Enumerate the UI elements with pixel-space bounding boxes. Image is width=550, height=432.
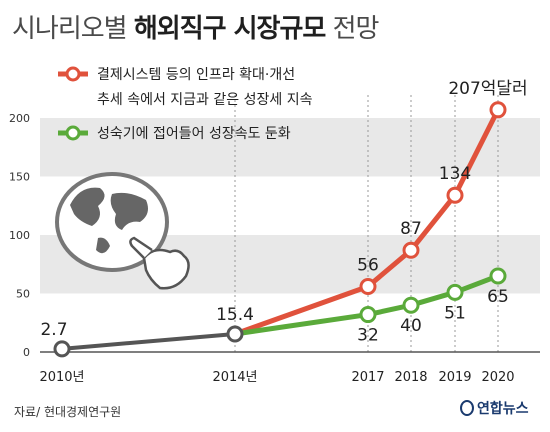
globe-continent-a	[70, 187, 105, 226]
data-label-s0-2017: 56	[357, 255, 379, 275]
legend-swatch-dot-0	[65, 66, 81, 82]
x-tick-label-2017: 2017	[351, 370, 384, 385]
point-s0-2019	[446, 186, 464, 204]
y-tick-label-50: 50	[16, 288, 30, 301]
yonhap-logo: 연합뉴스	[460, 398, 529, 418]
data-label-s1-2017: 32	[357, 326, 379, 346]
globe-continent-c	[96, 237, 110, 254]
title-part-market: 해외직구 시장규모	[133, 14, 326, 44]
x-tick-label-2018: 2018	[394, 370, 427, 385]
point-s1-2019	[446, 283, 464, 301]
series-points	[53, 101, 507, 358]
y-tick-label-100: 100	[9, 229, 30, 242]
legend-label-1-0: 성숙기에 접어들어 성장속도 둔화	[97, 126, 291, 142]
data-label-s1-2019: 51	[444, 303, 466, 323]
globe-with-pointing-hand-icon	[55, 172, 190, 290]
y-tick-label-0: 0	[23, 346, 30, 359]
point-s1-2020	[489, 267, 507, 285]
yonhap-logo-text: 연합뉴스	[477, 401, 529, 417]
data-label-shared-2014: 15.4	[216, 305, 254, 325]
data-label-s0-2020: 207억달러	[448, 79, 527, 99]
legend-swatch-dot-1	[65, 125, 81, 141]
point-s0-2018	[402, 241, 420, 259]
globe-continent-b	[110, 192, 148, 230]
x-tick-label-2010: 2010년	[39, 370, 84, 385]
band-1	[40, 118, 540, 177]
data-label-s1-2018: 40	[400, 316, 422, 336]
data-label-s0-2019: 134	[439, 164, 471, 184]
data-label-s0-2018: 87	[400, 219, 422, 239]
pointing-hand-finger	[129, 236, 153, 259]
chart-title: 시나리오별 해외직구 시장규모 전망	[12, 8, 380, 45]
background-bands	[40, 118, 540, 294]
data-label-s1-2020: 65	[487, 287, 509, 307]
x-tick-label-2014: 2014년	[212, 370, 257, 385]
data-labels: 2.7 15.4 56 87 134 207억달러 32 40 51 65	[40, 79, 527, 346]
point-s1-2017	[359, 306, 377, 324]
title-part-scenario: 시나리오별	[12, 14, 128, 44]
point-shared-2010	[53, 340, 71, 358]
data-label-shared-2010: 2.7	[40, 320, 67, 340]
point-s0-2017	[359, 277, 377, 295]
y-tick-label-200: 200	[9, 112, 30, 125]
title-part-outlook: 전망	[332, 14, 380, 44]
legend-label-0-1: 추세 속에서 지금과 같은 성장세 지속	[97, 92, 313, 108]
point-s1-2018	[402, 296, 420, 314]
series-line-shared	[61, 331, 236, 351]
x-tick-label-2020: 2020	[481, 370, 514, 385]
point-s0-2020	[489, 101, 507, 119]
x-tick-label-2019: 2019	[438, 370, 471, 385]
legend-label-0-0: 결제시스템 등의 인프라 확대·개선	[97, 67, 295, 83]
source-note: 자료/ 현대경제연구원	[14, 405, 122, 419]
point-shared-2014	[226, 325, 244, 343]
axes: 0 50 100 150 200 2010년 2014년 2017 2018 2019 2020	[9, 112, 540, 385]
yonhap-logo-icon	[460, 400, 474, 416]
pointing-hand	[142, 248, 190, 290]
y-tick-label-150: 150	[9, 171, 30, 184]
